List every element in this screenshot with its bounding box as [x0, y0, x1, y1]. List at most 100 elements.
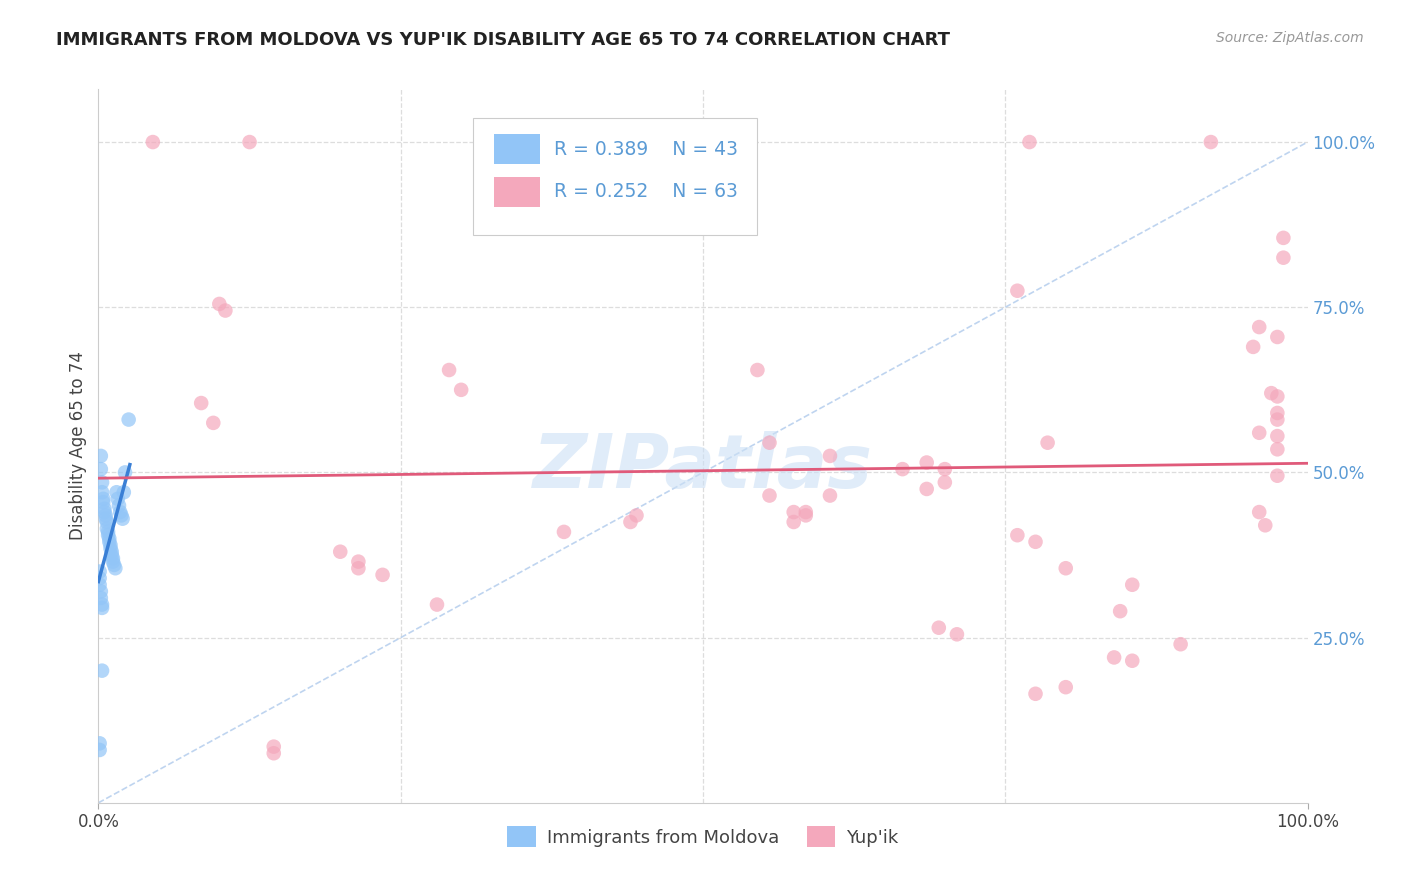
Point — [94, 511, 117, 525]
Point — [96, 515, 118, 529]
Point — [1267, 442, 1289, 457]
Point — [782, 505, 804, 519]
Point — [103, 558, 125, 572]
Point — [89, 565, 111, 579]
Point — [89, 578, 111, 592]
Point — [263, 739, 285, 754]
Point — [1260, 386, 1282, 401]
Point — [347, 561, 370, 575]
Point — [1267, 389, 1289, 403]
Point — [98, 532, 121, 546]
Point — [111, 511, 134, 525]
Legend: Immigrants from Moldova, Yup'ik: Immigrants from Moldova, Yup'ik — [501, 819, 905, 855]
Text: ZIPatlas: ZIPatlas — [533, 431, 873, 504]
Point — [100, 538, 122, 552]
Point — [1272, 251, 1295, 265]
Point — [107, 491, 129, 506]
Point — [1249, 425, 1271, 440]
FancyBboxPatch shape — [494, 177, 540, 207]
Point — [105, 485, 128, 500]
Point — [93, 505, 115, 519]
Point — [1121, 578, 1143, 592]
Point — [91, 491, 114, 506]
Point — [118, 412, 141, 426]
Point — [100, 545, 122, 559]
Point — [91, 598, 114, 612]
Point — [329, 545, 352, 559]
Point — [1007, 284, 1029, 298]
Point — [114, 466, 136, 480]
Text: R = 0.252    N = 63: R = 0.252 N = 63 — [554, 183, 738, 202]
Point — [934, 475, 956, 490]
Point — [263, 746, 285, 760]
Point — [1241, 340, 1264, 354]
Point — [91, 485, 114, 500]
Point — [90, 591, 112, 605]
Point — [1054, 561, 1077, 575]
Point — [1272, 231, 1295, 245]
Point — [794, 505, 817, 519]
Text: Source: ZipAtlas.com: Source: ZipAtlas.com — [1216, 31, 1364, 45]
Point — [758, 489, 780, 503]
Point — [619, 515, 641, 529]
Point — [747, 363, 769, 377]
Point — [1267, 429, 1289, 443]
Y-axis label: Disability Age 65 to 74: Disability Age 65 to 74 — [69, 351, 87, 541]
FancyBboxPatch shape — [474, 118, 758, 235]
Point — [371, 567, 394, 582]
Point — [100, 541, 122, 556]
Point — [1267, 468, 1289, 483]
Point — [89, 571, 111, 585]
Point — [1199, 135, 1222, 149]
Point — [553, 524, 575, 539]
Point — [89, 743, 111, 757]
Point — [91, 664, 114, 678]
Point — [108, 499, 131, 513]
Point — [437, 363, 460, 377]
Point — [190, 396, 212, 410]
Point — [108, 505, 131, 519]
Point — [1249, 320, 1271, 334]
Text: R = 0.389    N = 43: R = 0.389 N = 43 — [554, 140, 738, 159]
Point — [100, 548, 122, 562]
Point — [110, 508, 132, 523]
Point — [239, 135, 262, 149]
Point — [891, 462, 914, 476]
Point — [1109, 604, 1132, 618]
Point — [112, 485, 135, 500]
Point — [1249, 505, 1271, 519]
Point — [758, 435, 780, 450]
Point — [94, 508, 117, 523]
Point — [89, 736, 111, 750]
Point — [915, 482, 938, 496]
Point — [104, 561, 127, 575]
Point — [1170, 637, 1192, 651]
Point — [1121, 654, 1143, 668]
Point — [208, 297, 231, 311]
Point — [1267, 330, 1289, 344]
Point — [782, 515, 804, 529]
Point — [1024, 534, 1046, 549]
Point — [794, 508, 817, 523]
Point — [91, 495, 114, 509]
Point — [90, 449, 112, 463]
Point — [1102, 650, 1125, 665]
Point — [1267, 412, 1289, 426]
Point — [626, 508, 648, 523]
Point — [97, 528, 120, 542]
Point — [426, 598, 449, 612]
Point — [946, 627, 969, 641]
Point — [347, 555, 370, 569]
Point — [142, 135, 165, 149]
Point — [1024, 687, 1046, 701]
Point — [450, 383, 472, 397]
Point — [915, 456, 938, 470]
Point — [1054, 680, 1077, 694]
Text: IMMIGRANTS FROM MOLDOVA VS YUP'IK DISABILITY AGE 65 TO 74 CORRELATION CHART: IMMIGRANTS FROM MOLDOVA VS YUP'IK DISABI… — [56, 31, 950, 49]
Point — [818, 489, 841, 503]
Point — [1267, 406, 1289, 420]
Point — [90, 584, 112, 599]
Point — [1007, 528, 1029, 542]
Point — [97, 524, 120, 539]
Point — [202, 416, 225, 430]
